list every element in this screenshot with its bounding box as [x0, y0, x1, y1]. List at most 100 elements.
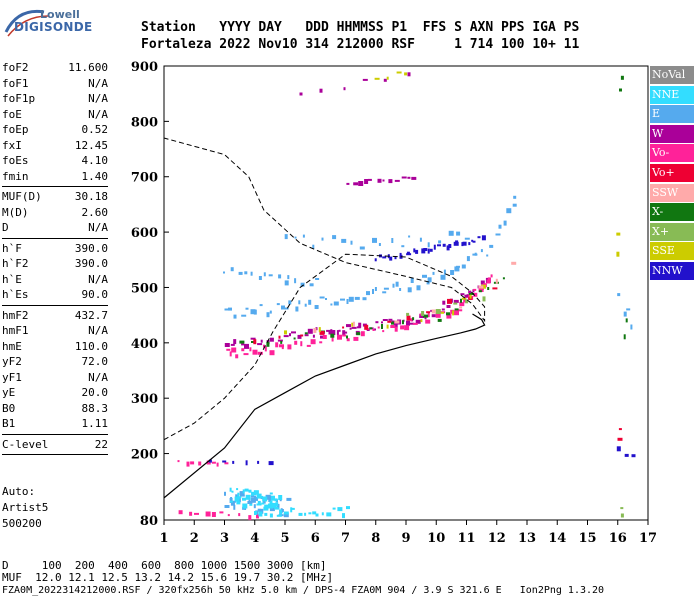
echo-point — [331, 336, 334, 342]
echo-point — [177, 460, 180, 463]
param-value: N/A — [88, 370, 108, 384]
echo-point — [616, 446, 621, 452]
echo-point — [406, 315, 411, 321]
echo-point — [211, 512, 216, 517]
echo-point — [382, 256, 387, 259]
echo-point — [426, 311, 431, 314]
echo-point — [617, 293, 621, 297]
echo-point — [353, 336, 359, 341]
echo-point — [460, 293, 465, 296]
echo-point — [369, 327, 373, 330]
echo-point — [253, 309, 257, 315]
echo-point — [234, 496, 240, 502]
echo-point — [250, 309, 256, 315]
param-value: N/A — [88, 76, 108, 90]
echo-point — [469, 294, 472, 299]
plot-frame — [163, 65, 649, 521]
echo-point — [284, 234, 288, 240]
echo-point — [231, 490, 234, 493]
echo-point — [381, 321, 383, 324]
echo-point — [492, 287, 498, 290]
echo-point — [242, 489, 245, 494]
echo-point — [287, 344, 292, 350]
x-tick-label: 6 — [311, 531, 320, 546]
echo-point — [302, 234, 305, 238]
echo-point — [235, 494, 239, 498]
param-value: 90.0 — [81, 288, 109, 301]
echo-point — [438, 240, 442, 244]
echo-point — [315, 513, 319, 517]
echo-point — [265, 494, 271, 500]
echo-point — [424, 317, 427, 320]
echo-point — [350, 240, 353, 245]
param-row: B0 88.3 — [2, 401, 108, 417]
echo-point — [332, 330, 336, 335]
echo-point — [343, 87, 346, 91]
echo-point — [284, 280, 289, 286]
echo-point — [326, 512, 332, 517]
param-group-2: MUF(D) 30.18 M(D) 2.60 D N/A — [2, 189, 108, 236]
echo-point — [394, 179, 400, 182]
echo-point — [315, 278, 320, 280]
x-tick-label: 4 — [250, 531, 259, 546]
param-label: D — [2, 221, 9, 234]
param-group-1: foF2 11.600 foF1 N/A foF1p N/A foE N/A foEp 0… — [2, 60, 108, 184]
x-tick-label: 15 — [578, 531, 596, 546]
echo-point — [364, 179, 369, 184]
echo-point — [304, 332, 308, 335]
echo-point — [419, 237, 422, 242]
echo-point — [446, 245, 450, 251]
echo-point — [352, 321, 355, 327]
echo-point — [446, 313, 452, 319]
echo-point — [460, 298, 462, 303]
header-line-2: Fortaleza 2022 Nov10 314 212000 RSF 1 71… — [141, 37, 580, 52]
echo-point — [382, 291, 387, 294]
echo-point — [390, 325, 396, 328]
param-value: 390.0 — [74, 241, 108, 255]
echo-point — [198, 461, 202, 466]
echo-point — [372, 329, 375, 331]
echo-point — [486, 254, 489, 257]
echo-point — [344, 331, 348, 334]
echo-point — [208, 459, 212, 463]
echo-point — [495, 278, 498, 284]
echo-point — [346, 338, 350, 342]
echo-point — [620, 75, 624, 80]
echo-point — [427, 277, 432, 283]
echo-point — [268, 274, 273, 277]
echo-point — [401, 245, 405, 248]
echo-point — [382, 319, 388, 321]
param-label: foF1p — [2, 92, 36, 105]
echo-point — [248, 489, 252, 493]
echo-point — [257, 460, 260, 464]
param-value: 110.0 — [74, 339, 108, 353]
param-label: yF1 — [2, 370, 22, 384]
echo-point — [396, 71, 402, 74]
echo-point — [374, 287, 377, 291]
echo-point — [242, 503, 248, 509]
echo-point — [422, 274, 427, 278]
divider — [2, 186, 108, 187]
echo-point — [356, 332, 361, 336]
param-row: h`F2 390.0 — [2, 256, 108, 272]
echo-point — [250, 497, 256, 503]
echo-point — [260, 339, 263, 343]
x-tick-label: 2 — [190, 531, 199, 546]
echo-point — [342, 330, 346, 336]
footer-file-info: FZA0M_2022314212000.RSF / 320fx256h 50 k… — [2, 585, 605, 596]
param-value: N/A — [88, 272, 108, 286]
echo-point — [278, 495, 283, 500]
param-row: foE N/A — [2, 107, 108, 123]
echo-point — [480, 249, 483, 253]
x-tick-label: 17 — [639, 531, 657, 546]
echo-point — [386, 324, 389, 329]
echo-point — [406, 251, 410, 255]
echo-point — [478, 287, 484, 292]
echo-point — [271, 495, 275, 501]
x-tick-label: 3 — [220, 531, 229, 546]
echo-point — [250, 337, 256, 340]
x-tick-label: 13 — [518, 531, 536, 546]
echo-point — [489, 244, 494, 248]
echo-point — [446, 305, 451, 308]
echo-point — [471, 239, 474, 242]
